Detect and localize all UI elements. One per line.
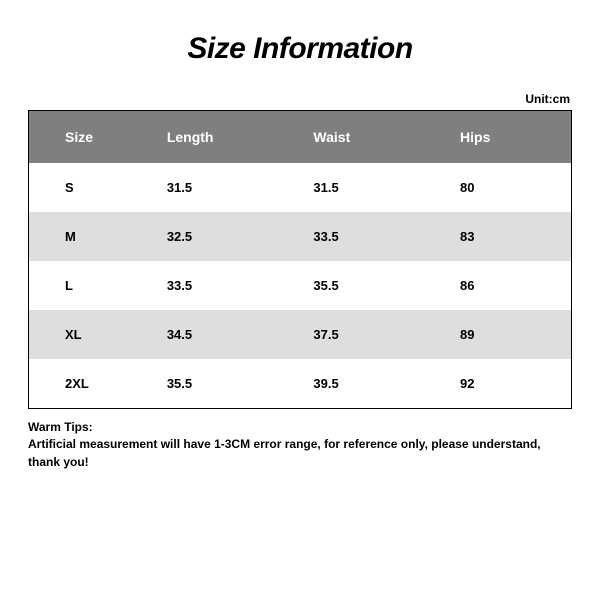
tips-body: Artificial measurement will have 1-3CM e…	[28, 437, 541, 468]
unit-label: Unit:cm	[28, 92, 572, 106]
cell-hips: 92	[452, 359, 571, 409]
cell-waist: 35.5	[305, 261, 452, 310]
page-title: Size Information	[28, 32, 572, 66]
cell-size: 2XL	[29, 359, 159, 409]
cell-waist: 37.5	[305, 310, 452, 359]
cell-length: 34.5	[159, 310, 306, 359]
warm-tips: Warm Tips: Artificial measurement will h…	[28, 419, 572, 471]
col-header-length: Length	[159, 111, 306, 164]
cell-hips: 86	[452, 261, 571, 310]
table-row: L 33.5 35.5 86	[29, 261, 572, 310]
cell-length: 33.5	[159, 261, 306, 310]
cell-length: 35.5	[159, 359, 306, 409]
table-row: XL 34.5 37.5 89	[29, 310, 572, 359]
cell-size: XL	[29, 310, 159, 359]
cell-size: S	[29, 163, 159, 212]
table-header-row: Size Length Waist Hips	[29, 111, 572, 164]
col-header-hips: Hips	[452, 111, 571, 164]
tips-heading: Warm Tips:	[28, 419, 572, 436]
cell-waist: 39.5	[305, 359, 452, 409]
cell-waist: 33.5	[305, 212, 452, 261]
cell-hips: 80	[452, 163, 571, 212]
col-header-waist: Waist	[305, 111, 452, 164]
cell-length: 32.5	[159, 212, 306, 261]
col-header-size: Size	[29, 111, 159, 164]
cell-waist: 31.5	[305, 163, 452, 212]
cell-size: L	[29, 261, 159, 310]
table-row: M 32.5 33.5 83	[29, 212, 572, 261]
cell-size: M	[29, 212, 159, 261]
table-row: 2XL 35.5 39.5 92	[29, 359, 572, 409]
cell-hips: 89	[452, 310, 571, 359]
cell-hips: 83	[452, 212, 571, 261]
size-table: Size Length Waist Hips S 31.5 31.5 80 M …	[28, 110, 572, 409]
table-row: S 31.5 31.5 80	[29, 163, 572, 212]
cell-length: 31.5	[159, 163, 306, 212]
